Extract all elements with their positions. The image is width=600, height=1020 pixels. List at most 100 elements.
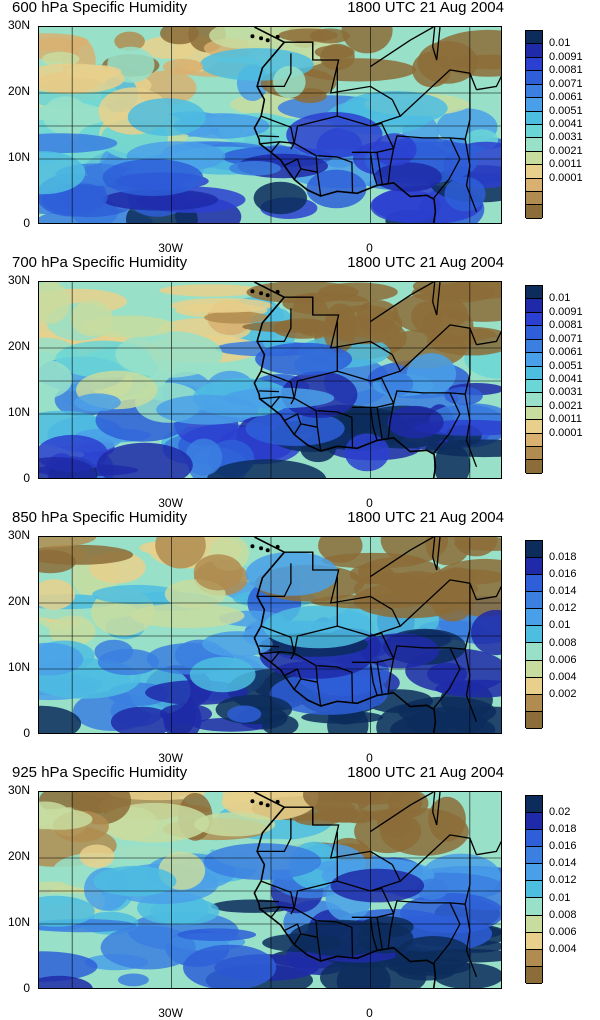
colorbar bbox=[525, 285, 543, 474]
colorbar-swatch bbox=[526, 178, 542, 193]
colorbar-label: 0.004 bbox=[549, 670, 577, 683]
humidity-map bbox=[38, 791, 502, 989]
colorbar-label: 0.014 bbox=[549, 857, 577, 870]
colorbar-label: 0.0011 bbox=[549, 158, 582, 171]
colorbar-swatch bbox=[526, 31, 542, 45]
colorbar-label: 0.002 bbox=[549, 687, 577, 700]
colorbar-label: 0.004 bbox=[549, 942, 577, 955]
colorbar-swatch bbox=[526, 864, 542, 882]
colorbar-label: 0.02 bbox=[549, 806, 571, 819]
colorbar-swatch bbox=[526, 379, 542, 394]
y-tick-label: 30N bbox=[7, 18, 30, 32]
colorbar-swatch bbox=[526, 151, 542, 166]
colorbar-label: 0.008 bbox=[549, 908, 577, 921]
colorbar-swatch bbox=[526, 915, 542, 933]
colorbar-swatch bbox=[526, 84, 542, 99]
colorbar-label: 0.0041 bbox=[549, 118, 583, 130]
colorbar-label: 0.0091 bbox=[549, 305, 583, 318]
colorbar-swatch bbox=[526, 44, 542, 58]
colorbar-label: 0.0081 bbox=[549, 64, 583, 77]
colorbar-swatch bbox=[526, 643, 542, 661]
colorbar-swatch bbox=[526, 966, 542, 984]
y-tick-label: 10N bbox=[7, 915, 30, 929]
x-tick-label: 30W bbox=[158, 241, 183, 255]
colorbar-label: 0.014 bbox=[549, 585, 577, 598]
colorbar-swatch bbox=[526, 541, 542, 559]
colorbar-label: 0.012 bbox=[549, 602, 577, 615]
colorbar-label: 0.0021 bbox=[549, 399, 583, 412]
colorbar-swatch bbox=[526, 393, 542, 407]
colorbar-label: 0.018 bbox=[549, 823, 577, 836]
colorbar-label: 0.0011 bbox=[549, 413, 582, 426]
y-tick-label: 10N bbox=[7, 660, 30, 674]
y-tick-label: 0 bbox=[23, 981, 30, 995]
colorbar-swatch bbox=[526, 575, 542, 593]
colorbar-swatch bbox=[526, 286, 542, 300]
colorbar-label: 0.0001 bbox=[549, 426, 583, 439]
colorbar bbox=[525, 795, 543, 984]
humidity-map bbox=[38, 281, 502, 479]
map-panel: 700 hPa Specific Humidity 1800 UTC 21 Aug… bbox=[0, 254, 600, 510]
colorbar-swatch bbox=[526, 353, 542, 367]
colorbar-label: 0.0051 bbox=[549, 359, 583, 372]
colorbar-swatch bbox=[526, 71, 542, 85]
humidity-map bbox=[38, 536, 502, 734]
colorbar-swatch bbox=[526, 339, 542, 354]
colorbar-swatch bbox=[526, 460, 542, 474]
colorbar-label: 0.0071 bbox=[549, 77, 583, 90]
x-tick-label: 0 bbox=[366, 751, 373, 765]
colorbar-label: 0.0081 bbox=[549, 319, 583, 332]
colorbar-label: 0.008 bbox=[549, 636, 577, 649]
colorbar-label: 0.0031 bbox=[549, 131, 583, 144]
colorbar-label: 0.01 bbox=[549, 891, 571, 904]
colorbar-swatch bbox=[526, 932, 542, 950]
colorbar-swatch bbox=[526, 57, 542, 72]
panel-time: 1800 UTC 21 Aug 2004 bbox=[347, 509, 504, 526]
panel-time: 1800 UTC 21 Aug 2004 bbox=[347, 254, 504, 271]
colorbar-label: 0.0021 bbox=[549, 144, 583, 157]
y-tick-label: 0 bbox=[23, 726, 30, 740]
colorbar-swatch bbox=[526, 433, 542, 448]
colorbar-swatch bbox=[526, 694, 542, 712]
humidity-map bbox=[38, 26, 502, 224]
colorbar-label: 0.0001 bbox=[549, 171, 583, 184]
colorbar-label: 0.0041 bbox=[549, 373, 583, 385]
colorbar-swatch bbox=[526, 949, 542, 967]
y-tick-label: 0 bbox=[23, 216, 30, 230]
y-tick-label: 10N bbox=[7, 150, 30, 164]
colorbar-swatch bbox=[526, 111, 542, 125]
colorbar-label: 0.0031 bbox=[549, 386, 583, 399]
y-tick-label: 30N bbox=[7, 273, 30, 287]
colorbar bbox=[525, 30, 543, 219]
colorbar-swatch bbox=[526, 299, 542, 313]
x-tick-label: 0 bbox=[366, 241, 373, 255]
colorbar-swatch bbox=[526, 881, 542, 899]
colorbar-label: 0.016 bbox=[549, 840, 577, 853]
x-tick-label: 30W bbox=[158, 1006, 183, 1020]
x-tick-label: 0 bbox=[366, 1006, 373, 1020]
colorbar-swatch bbox=[526, 205, 542, 219]
colorbar-label: 0.006 bbox=[549, 925, 577, 938]
panel-title: 700 hPa Specific Humidity bbox=[12, 254, 188, 271]
colorbar-swatch bbox=[526, 312, 542, 327]
colorbar-swatch bbox=[526, 124, 542, 139]
colorbar-label: 0.01 bbox=[549, 292, 571, 305]
colorbar-label: 0.016 bbox=[549, 568, 577, 581]
x-tick-label: 30W bbox=[158, 751, 183, 765]
colorbar-swatch bbox=[526, 406, 542, 421]
colorbar-swatch bbox=[526, 847, 542, 865]
panel-time: 1800 UTC 21 Aug 2004 bbox=[347, 764, 504, 781]
x-tick-label: 30W bbox=[158, 496, 183, 510]
map-panel: 850 hPa Specific Humidity 1800 UTC 21 Aug… bbox=[0, 509, 600, 765]
y-tick-label: 10N bbox=[7, 405, 30, 419]
colorbar-swatch bbox=[526, 558, 542, 576]
colorbar-label: 0.0061 bbox=[549, 346, 583, 359]
y-tick-label: 20N bbox=[7, 849, 30, 863]
colorbar-swatch bbox=[526, 420, 542, 434]
colorbar-swatch bbox=[526, 366, 542, 380]
y-tick-label: 20N bbox=[7, 594, 30, 608]
colorbar-swatch bbox=[526, 592, 542, 610]
y-tick-label: 30N bbox=[7, 783, 30, 797]
colorbar-swatch bbox=[526, 138, 542, 152]
colorbar-swatch bbox=[526, 813, 542, 831]
